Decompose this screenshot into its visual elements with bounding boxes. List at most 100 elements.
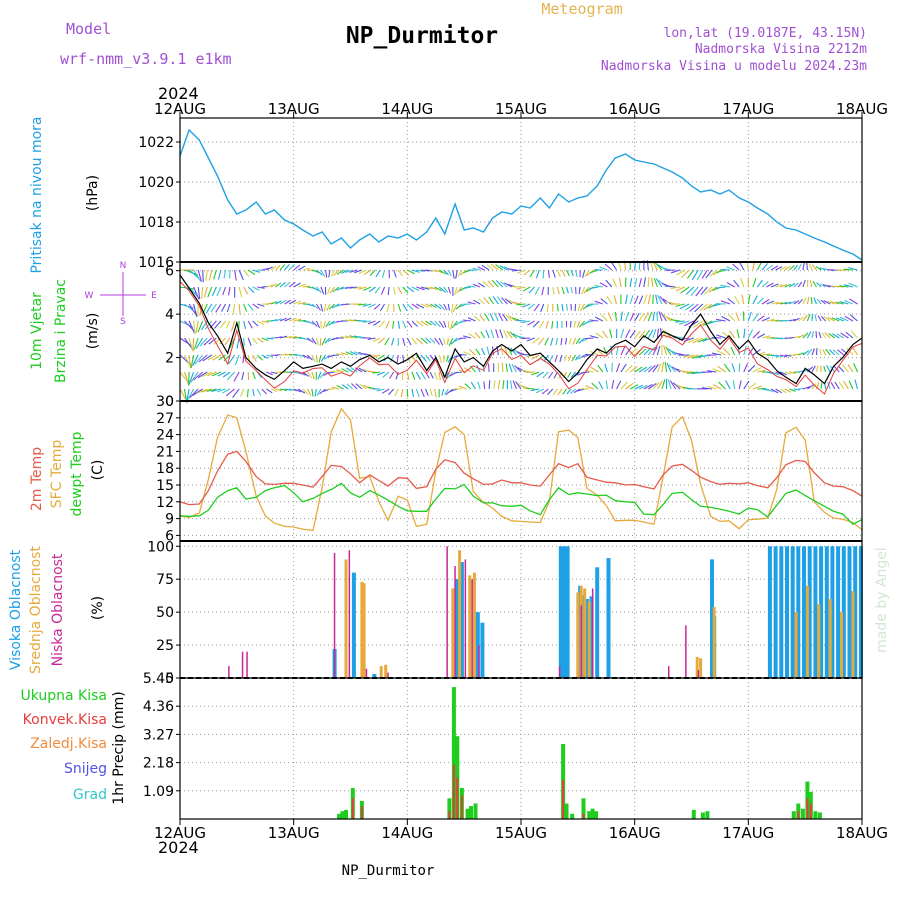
wind-arrow — [598, 365, 603, 372]
wind-arrow — [454, 372, 462, 373]
wind-arrow — [412, 304, 419, 309]
wind-arrow — [349, 287, 357, 288]
wind-arrow — [492, 280, 498, 287]
wind-arrow — [597, 349, 603, 355]
wind-arrow — [475, 333, 480, 339]
wind-arrow — [653, 262, 657, 270]
wind-arrow — [748, 330, 752, 339]
wind-arrow — [515, 366, 521, 373]
wind-arrow — [531, 389, 539, 391]
wind-arrow — [697, 270, 703, 280]
wind-arrow — [626, 365, 633, 372]
wind-arrow — [798, 264, 801, 270]
wind-arrow — [574, 321, 576, 328]
wind-arrow — [757, 262, 761, 270]
wind-arrow — [807, 263, 808, 270]
wind-arrow — [563, 389, 567, 394]
wind-arrow — [331, 355, 339, 356]
wind-arrow — [798, 282, 802, 287]
wind-arrow — [448, 304, 449, 311]
wind-arrow — [816, 331, 817, 338]
wind-arrow — [644, 366, 652, 372]
wind-arrow — [491, 264, 498, 270]
wind-arrow — [512, 364, 517, 372]
wind-arrow — [670, 381, 675, 389]
wind-arrow — [412, 287, 419, 291]
wind-arrow — [189, 304, 196, 315]
wind-arrow — [303, 355, 310, 359]
sfc-temp-axis-title: SFC Temp — [49, 440, 65, 509]
wind-arrow — [516, 304, 525, 305]
wind-arrow — [223, 372, 230, 377]
wind-arrow — [407, 270, 414, 274]
y-tick-label: 1022 — [138, 135, 174, 151]
wind-arrow — [285, 265, 290, 271]
cloud-bar — [558, 546, 563, 678]
wind-arrow — [626, 312, 629, 321]
wind-arrow — [767, 337, 775, 338]
wind-arrow — [262, 321, 269, 323]
wind-arrow — [707, 371, 716, 372]
wind-arrow — [368, 321, 375, 324]
wind-arrow — [534, 304, 539, 311]
wind-arrow — [280, 336, 287, 338]
wind-arrow — [702, 388, 712, 389]
wind-arrow — [359, 368, 367, 372]
wind-arrow — [744, 363, 748, 372]
x-tick-label-bottom: 15AUG — [495, 824, 547, 842]
wind-arrow — [218, 372, 226, 376]
wind-arrow — [208, 355, 216, 360]
wind-arrow — [276, 389, 282, 391]
x-tick-label-bottom: 14AUG — [381, 824, 433, 842]
wind-arrow — [762, 300, 769, 305]
wind-arrow — [316, 338, 318, 345]
wind-arrow — [199, 355, 207, 362]
wind-arrow — [202, 287, 203, 299]
cloud-bar — [584, 599, 589, 678]
wind-arrow — [590, 270, 598, 273]
wind-arrow — [194, 338, 198, 350]
wind-arrow — [257, 304, 264, 306]
wind-arrow — [511, 380, 512, 389]
x-tick-label-top: 12AUG — [154, 100, 206, 118]
footer-station: NP_Durmitor — [342, 863, 435, 879]
wind-arrow — [560, 355, 562, 362]
wind-arrow — [453, 304, 457, 312]
wind-arrow — [489, 380, 490, 389]
wind-arrow — [727, 283, 735, 287]
wind-arrow — [554, 372, 557, 378]
wind-arrow — [658, 295, 662, 304]
wind-arrow — [394, 287, 395, 295]
wind-arrow — [803, 351, 809, 355]
wind-arrow — [656, 295, 658, 304]
wind-arrow — [445, 389, 449, 395]
wind-arrow — [529, 287, 535, 293]
wind-arrow — [392, 338, 394, 345]
wind-arrow — [336, 354, 344, 355]
wind-arrow — [518, 383, 525, 389]
wind-arrow — [817, 348, 818, 355]
wind-arrow — [660, 296, 667, 304]
wind-arrow — [771, 320, 779, 321]
wind-arrow — [815, 314, 817, 321]
wind-arrow — [771, 302, 779, 304]
wind-arrow — [639, 367, 647, 372]
wind-arrow — [635, 313, 640, 321]
wind-arrow — [606, 280, 612, 287]
wind-arrow — [794, 336, 800, 338]
wind-arrow — [426, 287, 433, 289]
wind-arrow — [762, 336, 770, 338]
wind-arrow — [494, 313, 498, 321]
wind-arrow — [271, 389, 277, 392]
cloud-bar — [685, 625, 687, 678]
wind-arrow — [363, 304, 371, 306]
wind-arrow — [503, 380, 504, 389]
wind-arrow — [416, 372, 420, 380]
cloud-bar — [847, 546, 852, 678]
wind-arrow — [303, 268, 310, 270]
wind-arrow — [455, 321, 462, 325]
wind-arrow — [241, 389, 244, 397]
wind-arrow — [227, 304, 230, 312]
wind-arrow — [583, 270, 585, 278]
wind-arrow — [789, 283, 795, 287]
